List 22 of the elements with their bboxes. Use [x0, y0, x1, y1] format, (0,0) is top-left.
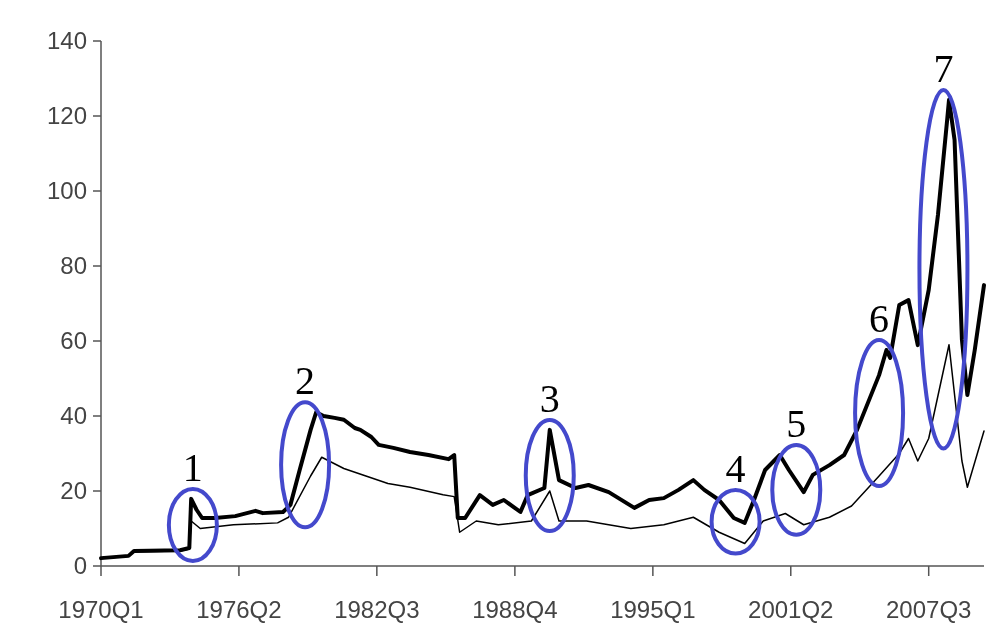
y-tick-label: 40 — [60, 402, 87, 430]
x-tick-label: 1988Q4 — [472, 596, 558, 623]
x-tick-label: 2007Q3 — [886, 596, 972, 623]
annotation: 2 — [295, 358, 316, 404]
y-tick-label: 60 — [60, 327, 87, 355]
x-tick-label: 1982Q3 — [334, 596, 420, 623]
annotation: 6 — [869, 296, 890, 341]
y-tick-label: 0 — [73, 552, 87, 580]
x-tick-label: 1976Q2 — [196, 596, 282, 623]
annotation: 5 — [786, 401, 807, 446]
annotation: 3 — [539, 375, 560, 421]
x-tick-label: 2001Q2 — [748, 596, 834, 623]
y-tick-label: 140 — [46, 27, 87, 55]
annotation: 7 — [933, 45, 954, 91]
x-tick-label: 1995Q1 — [610, 596, 696, 623]
annotation: 1 — [182, 444, 203, 490]
x-tick-label: 1970Q1 — [58, 596, 144, 623]
y-tick-label: 120 — [46, 102, 87, 130]
y-tick-label: 20 — [60, 477, 87, 505]
annotation: 4 — [725, 446, 746, 491]
y-tick-label: 80 — [60, 252, 87, 280]
y-tick-label: 100 — [46, 177, 87, 205]
